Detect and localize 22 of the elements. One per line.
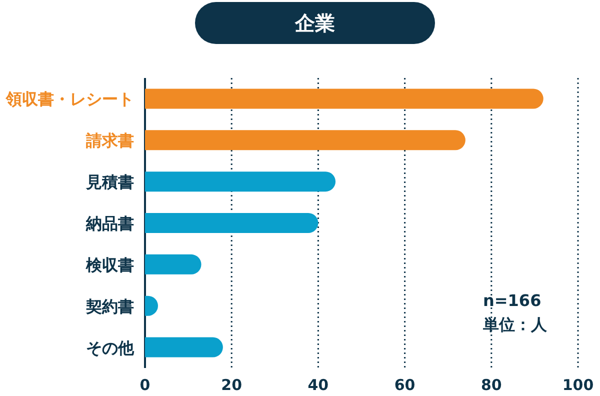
annotation: n=166: [483, 291, 542, 310]
x-tick-label: 20: [221, 376, 242, 394]
bar: [145, 88, 544, 109]
y-tick-label: 検収書: [85, 255, 134, 274]
bar: [145, 213, 318, 233]
y-tick-label: その他: [86, 338, 135, 358]
y-tick-label: 見積書: [85, 172, 134, 192]
x-tick-label: 60: [394, 376, 416, 394]
bar: [145, 254, 202, 274]
y-tick-label: 領収書・レシート: [5, 90, 134, 109]
y-tick-label: 納品書: [85, 214, 134, 233]
x-tick-label: 80: [480, 376, 502, 394]
x-tick-label: 40: [308, 376, 329, 394]
y-tick-label: 請求書: [85, 131, 134, 150]
bar: [145, 130, 466, 150]
chart-title: 企業: [294, 11, 335, 35]
y-tick-label: 契約書: [85, 296, 134, 316]
x-tick-label: 0: [140, 376, 150, 394]
x-tick-label: 100: [562, 376, 594, 394]
annotation: 単位：人: [482, 315, 548, 334]
bar: [145, 337, 223, 358]
bar: [145, 172, 336, 192]
